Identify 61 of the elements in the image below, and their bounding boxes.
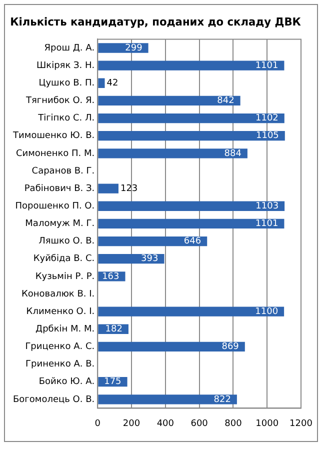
y-tick-label: Цушко В. П. (38, 78, 95, 88)
bar (98, 113, 284, 124)
data-label: 1100 (255, 306, 278, 317)
bar (98, 184, 118, 194)
y-tick-label: Бойко Ю. А. (38, 377, 95, 388)
y-tick-label: Тимошенко Ю. В. (12, 131, 95, 142)
bar (98, 218, 284, 229)
y-tick-label: Коновалюк В. І. (21, 289, 95, 300)
chart-title: Кількість кандидатур, поданих до складу ДВК (10, 15, 302, 29)
bar (98, 201, 285, 211)
y-tick-label: Тягнибок О. Я. (24, 96, 95, 106)
y-tick-label: Гриненко А. В. (26, 360, 95, 370)
data-label: 822 (214, 394, 231, 405)
bar (98, 131, 285, 141)
data-label: 1102 (255, 114, 278, 124)
y-tick-label: Дрбкін М. М. (36, 324, 95, 334)
bar (98, 342, 245, 352)
y-tick-label: Ярош Д. А. (44, 43, 95, 54)
data-label: 869 (222, 342, 240, 352)
y-tick-label: Клименко О. І. (26, 306, 95, 317)
x-tick-label: 400 (156, 418, 174, 429)
bar (98, 148, 248, 158)
data-label: 182 (105, 324, 122, 334)
data-label: 842 (217, 96, 234, 106)
y-tick-label: Маломуж М. Г. (25, 219, 95, 230)
y-tick-label: Куйбіда В. С. (33, 254, 95, 264)
x-tick-label: 800 (224, 418, 242, 429)
x-tick-label: 1200 (290, 418, 313, 429)
x-tick-label: 0 (94, 418, 101, 429)
data-label: 123 (120, 184, 138, 194)
y-tick-label: Порошенко П. О. (15, 201, 95, 212)
data-label: 1101 (255, 219, 278, 230)
data-label: 1105 (256, 131, 279, 142)
data-label: 163 (102, 272, 120, 282)
x-tick-label: 600 (190, 418, 208, 429)
bar (98, 60, 284, 70)
bar (98, 236, 208, 246)
data-label: 1101 (255, 60, 278, 71)
y-tick-label: Кузьмін Р. Р. (35, 272, 95, 282)
bar (98, 96, 240, 106)
x-tick-label: 200 (122, 418, 140, 429)
y-tick-label: Шкіряк З. Н. (36, 60, 95, 71)
data-label: 175 (104, 377, 122, 388)
x-tick-label: 1000 (256, 418, 279, 429)
data-label: 884 (224, 148, 242, 159)
bar (98, 394, 237, 404)
data-label: 1103 (256, 201, 279, 212)
bar (98, 306, 284, 316)
y-tick-label: Гриценко А. С. (25, 342, 95, 352)
data-label: 42 (106, 78, 118, 88)
data-label: 393 (141, 254, 158, 264)
bar (98, 78, 105, 88)
y-tick-label: Тігіпко С. Л. (37, 114, 95, 124)
y-tick-label: Симоненко П. М. (16, 148, 95, 159)
y-tick-label: Богомолець О. В. (12, 394, 95, 405)
data-label: 299 (125, 43, 143, 54)
data-label: 646 (184, 236, 202, 247)
bar (98, 43, 148, 53)
y-tick-label: Ляшко О. В. (38, 236, 95, 247)
y-tick-label: Рабінович В. З. (24, 184, 95, 194)
y-tick-label: Саранов В. Г. (32, 166, 95, 176)
